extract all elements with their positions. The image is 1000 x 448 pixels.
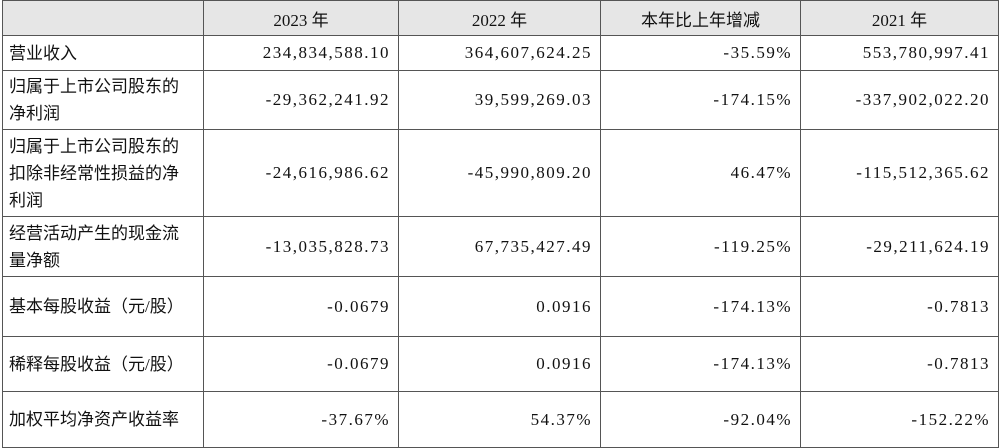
table-row: 加权平均净资产收益率 -37.67% 54.37% -92.04% -152.22% — [2, 391, 999, 448]
table-row: 稀释每股收益（元/股） -0.0679 0.0916 -174.13% -0.7813 — [2, 336, 999, 392]
value-cell: -119.25% — [600, 216, 801, 277]
row-label: 稀释每股收益（元/股） — [2, 336, 204, 392]
table-row: 归属于上市公司股东的扣除非经常性损益的净利润 -24,616,986.62 -45,… — [2, 129, 999, 217]
header-row: 2023 年 2022 年本年比上年增减 2021 年 — [2, 0, 999, 36]
header-cell: 2021 年 — [800, 0, 999, 36]
table-row: 基本每股收益（元/股） -0.0679 0.0916 -174.13% -0.7813 — [2, 276, 999, 337]
value-cell: -29,211,624.19 — [800, 216, 999, 277]
value-cell: -0.7813 — [800, 336, 999, 392]
row-label: 加权平均净资产收益率 — [2, 391, 204, 448]
value-cell: -174.15% — [600, 70, 801, 130]
row-label: 归属于上市公司股东的扣除非经常性损益的净利润 — [2, 129, 204, 217]
header-cell: 本年比上年增减 — [600, 0, 801, 36]
value-cell: 67,735,427.49 — [398, 216, 601, 277]
row-label: 归属于上市公司股东的净利润 — [2, 70, 204, 130]
value-cell: 234,834,588.10 — [203, 35, 399, 71]
row-label: 经营活动产生的现金流量净额 — [2, 216, 204, 277]
header-cell: 2023 年 — [203, 0, 399, 36]
value-cell: -13,035,828.73 — [203, 216, 399, 277]
value-cell: -29,362,241.92 — [203, 70, 399, 130]
table-row: 归属于上市公司股东的净利润 -29,362,241.92 39,599,269.03… — [2, 70, 999, 130]
table-body: 营业收入 234,834,588.10 364,607,624.25 -35.59% 5… — [2, 35, 999, 448]
value-cell: -92.04% — [600, 391, 801, 448]
value-cell: -0.7813 — [800, 276, 999, 337]
value-cell: 364,607,624.25 — [398, 35, 601, 71]
value-cell: -174.13% — [600, 336, 801, 392]
value-cell: -45,990,809.20 — [398, 129, 601, 217]
value-cell: 54.37% — [398, 391, 601, 448]
value-cell: 46.47% — [600, 129, 801, 217]
header-cell: 2022 年 — [398, 0, 601, 36]
table-row: 营业收入 234,834,588.10 364,607,624.25 -35.59% 5… — [2, 35, 999, 71]
value-cell: -174.13% — [600, 276, 801, 337]
value-cell: -35.59% — [600, 35, 801, 71]
header-cell — [2, 0, 204, 36]
value-cell: -115,512,365.62 — [800, 129, 999, 217]
value-cell: 553,780,997.41 — [800, 35, 999, 71]
value-cell: -0.0679 — [203, 336, 399, 392]
value-cell: 39,599,269.03 — [398, 70, 601, 130]
value-cell: -37.67% — [203, 391, 399, 448]
row-label: 营业收入 — [2, 35, 204, 71]
table-row: 经营活动产生的现金流量净额 -13,035,828.73 67,735,427.49… — [2, 216, 999, 277]
value-cell: -337,902,022.20 — [800, 70, 999, 130]
value-cell: 0.0916 — [398, 336, 601, 392]
value-cell: -152.22% — [800, 391, 999, 448]
value-cell: -0.0679 — [203, 276, 399, 337]
value-cell: 0.0916 — [398, 276, 601, 337]
value-cell: -24,616,986.62 — [203, 129, 399, 217]
row-label: 基本每股收益（元/股） — [2, 276, 204, 337]
